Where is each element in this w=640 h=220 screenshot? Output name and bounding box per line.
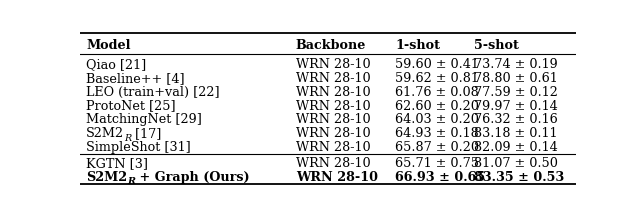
Text: 76.32 ± 0.16: 76.32 ± 0.16 bbox=[474, 114, 558, 126]
Text: S2M2: S2M2 bbox=[86, 171, 127, 184]
Text: 83.18 ± 0.11: 83.18 ± 0.11 bbox=[474, 127, 558, 140]
Text: R: R bbox=[124, 134, 131, 143]
Text: 66.93 ± 0.65: 66.93 ± 0.65 bbox=[395, 171, 485, 184]
Text: WRN 28-10: WRN 28-10 bbox=[296, 99, 371, 112]
Text: 59.60 ± 0.41: 59.60 ± 0.41 bbox=[395, 58, 479, 71]
Text: WRN 28-10: WRN 28-10 bbox=[296, 114, 371, 126]
Text: WRN 28-10: WRN 28-10 bbox=[296, 58, 371, 71]
Text: Model: Model bbox=[86, 39, 131, 52]
Text: WRN 28-10: WRN 28-10 bbox=[296, 127, 371, 140]
Text: WRN 28-10: WRN 28-10 bbox=[296, 72, 371, 85]
Text: ProtoNet [25]: ProtoNet [25] bbox=[86, 99, 175, 112]
Text: SimpleShot [31]: SimpleShot [31] bbox=[86, 141, 191, 154]
Text: Qiao [21]: Qiao [21] bbox=[86, 58, 146, 71]
Text: [17]: [17] bbox=[131, 127, 162, 140]
Text: KGTN [3]: KGTN [3] bbox=[86, 157, 148, 170]
Text: 78.80 ± 0.61: 78.80 ± 0.61 bbox=[474, 72, 558, 85]
Text: 62.60 ± 0.20: 62.60 ± 0.20 bbox=[395, 99, 479, 112]
Text: 65.87 ± 0.20: 65.87 ± 0.20 bbox=[395, 141, 479, 154]
Text: WRN 28-10: WRN 28-10 bbox=[296, 157, 371, 170]
Text: R: R bbox=[127, 177, 135, 186]
Text: WRN 28-10: WRN 28-10 bbox=[296, 86, 371, 99]
Text: MatchingNet [29]: MatchingNet [29] bbox=[86, 114, 202, 126]
Text: 61.76 ± 0.08: 61.76 ± 0.08 bbox=[395, 86, 479, 99]
Text: 83.35 ± 0.53: 83.35 ± 0.53 bbox=[474, 171, 564, 184]
Text: Baseline++ [4]: Baseline++ [4] bbox=[86, 72, 184, 85]
Text: 79.97 ± 0.14: 79.97 ± 0.14 bbox=[474, 99, 558, 112]
Text: 65.71 ± 0.75: 65.71 ± 0.75 bbox=[395, 157, 479, 170]
Text: WRN 28-10: WRN 28-10 bbox=[296, 171, 378, 184]
Text: S2M2: S2M2 bbox=[86, 127, 124, 140]
Text: 1-shot: 1-shot bbox=[395, 39, 440, 52]
Text: 64.03 ± 0.20: 64.03 ± 0.20 bbox=[395, 114, 479, 126]
Text: + Graph (Ours): + Graph (Ours) bbox=[135, 171, 250, 184]
Text: 77.59 ± 0.12: 77.59 ± 0.12 bbox=[474, 86, 558, 99]
Text: LEO (train+val) [22]: LEO (train+val) [22] bbox=[86, 86, 220, 99]
Text: 82.09 ± 0.14: 82.09 ± 0.14 bbox=[474, 141, 558, 154]
Text: 5-shot: 5-shot bbox=[474, 39, 519, 52]
Text: 59.62 ± 0.81: 59.62 ± 0.81 bbox=[395, 72, 479, 85]
Text: 81.07 ± 0.50: 81.07 ± 0.50 bbox=[474, 157, 558, 170]
Text: Backbone: Backbone bbox=[296, 39, 366, 52]
Text: 64.93 ± 0.18: 64.93 ± 0.18 bbox=[395, 127, 479, 140]
Text: 73.74 ± 0.19: 73.74 ± 0.19 bbox=[474, 58, 558, 71]
Text: WRN 28-10: WRN 28-10 bbox=[296, 141, 371, 154]
